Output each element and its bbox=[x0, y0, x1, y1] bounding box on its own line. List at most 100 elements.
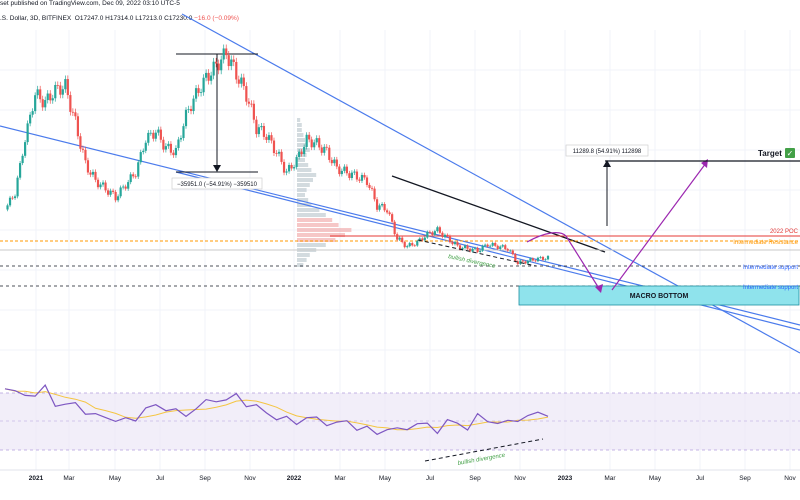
high-value: H17314.0 bbox=[105, 15, 134, 22]
candle-body bbox=[137, 162, 140, 177]
candle-body bbox=[323, 146, 326, 153]
candle-body bbox=[476, 247, 479, 252]
candle-body bbox=[473, 247, 477, 249]
candle-body bbox=[463, 245, 467, 248]
candle-body bbox=[509, 250, 512, 252]
candle-body bbox=[96, 179, 100, 188]
candle-body bbox=[169, 143, 173, 153]
candle-body bbox=[147, 132, 150, 143]
projection-curve bbox=[526, 232, 567, 243]
candle-body bbox=[456, 242, 459, 246]
volume-profile-bar bbox=[297, 233, 345, 237]
candle-body bbox=[494, 242, 497, 246]
channel-lower-line-b bbox=[175, 171, 800, 331]
candle-body bbox=[179, 138, 183, 140]
candle-body bbox=[534, 260, 537, 262]
candle-body bbox=[16, 177, 19, 197]
candle-body bbox=[26, 123, 29, 143]
volume-profile-bar bbox=[297, 168, 312, 172]
candle-body bbox=[71, 111, 74, 113]
candle-body bbox=[496, 245, 499, 250]
candle-body bbox=[521, 260, 524, 262]
candle-body bbox=[428, 231, 431, 233]
candle-body bbox=[526, 260, 529, 264]
candle-body bbox=[235, 61, 238, 80]
volume-profile-bar bbox=[297, 143, 307, 147]
candle-body bbox=[514, 254, 517, 262]
candle-body bbox=[109, 190, 112, 195]
candle-body bbox=[205, 72, 208, 78]
candle-body bbox=[46, 93, 49, 101]
candle-body bbox=[51, 98, 54, 101]
candle-body bbox=[305, 134, 308, 147]
candle-body bbox=[451, 242, 454, 245]
candle-body bbox=[287, 164, 291, 172]
candle-body bbox=[411, 243, 414, 246]
candle-body bbox=[49, 93, 52, 101]
candle-body bbox=[471, 248, 474, 252]
macro-bottom-label: MACRO BOTTOM bbox=[630, 293, 689, 300]
candle-body bbox=[511, 250, 514, 255]
candle-body bbox=[66, 79, 69, 96]
candle-body bbox=[215, 61, 218, 64]
candle-body bbox=[192, 98, 195, 112]
candle-body bbox=[461, 247, 464, 250]
rsi-divergence-line bbox=[424, 438, 544, 462]
candle-body bbox=[106, 190, 110, 195]
volume-profile-bar bbox=[297, 163, 309, 167]
candle-body bbox=[272, 140, 276, 154]
volume-profile-bar bbox=[297, 158, 305, 162]
x-tick-label: 2023 bbox=[558, 475, 573, 482]
volume-profile-bar bbox=[297, 243, 326, 247]
candle-body bbox=[29, 114, 32, 124]
candle-body bbox=[378, 205, 381, 210]
rsi-moving-average bbox=[4, 388, 549, 431]
candle-body bbox=[282, 161, 286, 173]
candle-body bbox=[11, 197, 14, 199]
candle-body bbox=[313, 142, 316, 148]
candle-body bbox=[245, 86, 248, 102]
candle-body bbox=[81, 148, 85, 150]
rsi-divergence-label: bullish divergence bbox=[457, 453, 506, 467]
symbol-label: .S. Dollar, 3D, BITFINEX bbox=[0, 15, 72, 22]
candle-body bbox=[154, 132, 157, 139]
candle-body bbox=[189, 108, 193, 112]
candle-body bbox=[255, 119, 258, 135]
volume-profile-bar bbox=[297, 228, 352, 232]
volume-profile-bar bbox=[297, 193, 305, 197]
projection-up bbox=[611, 162, 707, 291]
candle-body bbox=[491, 242, 494, 246]
candle-body bbox=[383, 204, 386, 211]
candle-body bbox=[174, 148, 178, 156]
candle-body bbox=[149, 132, 152, 134]
measure-left-box bbox=[171, 177, 263, 190]
x-axis-ticks: 2021 Mar May Jul Sep Nov 2022 Mar May Jul Sep Nov 20… bbox=[29, 475, 797, 482]
volume-profile-bar bbox=[297, 253, 310, 257]
candle-body bbox=[177, 139, 180, 149]
measure-left-label: −35951.0 (−54.91%) −359510 bbox=[177, 182, 258, 188]
candle-body bbox=[386, 210, 389, 213]
candle-body bbox=[94, 171, 97, 180]
candle-body bbox=[501, 245, 504, 247]
candle-body bbox=[124, 186, 127, 189]
candle-body bbox=[6, 205, 9, 210]
candle-body bbox=[458, 245, 462, 250]
candle-body bbox=[74, 112, 77, 117]
candle-body bbox=[448, 235, 452, 243]
candle-body bbox=[119, 187, 122, 197]
target-label: Target bbox=[758, 149, 782, 158]
candle-body bbox=[438, 227, 442, 233]
candle-body bbox=[34, 95, 37, 112]
candle-body bbox=[134, 176, 137, 178]
candle-body bbox=[433, 231, 436, 235]
candle-body bbox=[504, 245, 507, 250]
candle-body bbox=[398, 237, 401, 240]
candle-body bbox=[69, 95, 72, 112]
candle-body bbox=[292, 167, 296, 169]
x-tick-label: Nov bbox=[514, 475, 526, 482]
volume-profile-bar bbox=[297, 118, 301, 122]
change-value: −16.0 (−0.09%) bbox=[194, 15, 239, 22]
candle-body bbox=[129, 174, 132, 183]
candle-body bbox=[350, 172, 354, 178]
